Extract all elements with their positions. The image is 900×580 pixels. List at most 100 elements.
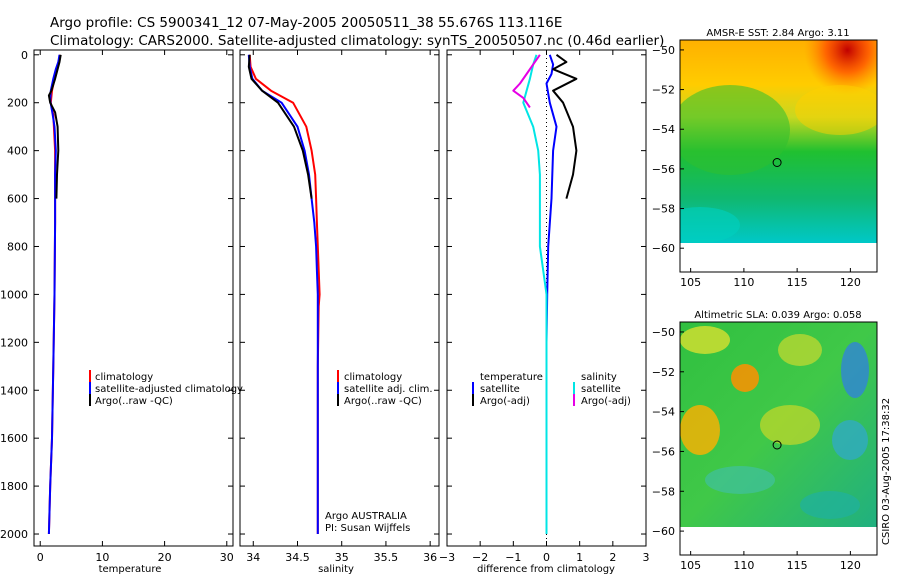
legend-label-sal-satellite: satellite [581,384,621,395]
map-y-tick-label: −60 [652,242,675,255]
generation-timestamp: CSIRO 03-Aug-2005 17:38:32 [881,398,892,545]
x-tick-label: 1 [576,551,583,564]
series-line-temperature-satellite [545,54,558,534]
x-tick-label: 3 [643,551,650,564]
salinity-panel: 34 34.5 35 35.5 36 salinity climatology sate… [239,49,440,575]
sla-patch [760,405,820,445]
x-tick-label: −3 [439,551,455,564]
difference-x-axis: −3 −2 −1 0 1 2 3 [439,50,650,564]
legend-label-argo: Argo(..raw -QC) [344,396,422,407]
sla-patch [731,364,759,392]
x-tick-label: 10 [95,551,109,564]
sla-map-axes: 105 110 115 120 −50 −52 −54 −56 −58 −60 [652,326,861,572]
sst-map-axes: 105 110 115 120 −50 −52 −54 −56 −58 −60 [652,44,861,289]
temperature-x-label: temperature [99,564,162,575]
series-line-climatology [248,54,321,534]
series-line-salinity-argo-adj [512,54,541,109]
difference-y-ticks [447,54,646,535]
sst-heatmap [680,40,877,243]
legend-label-argo: Argo(..raw -QC) [95,396,173,407]
difference-x-label: difference from climatology [477,564,615,575]
legend-label-climatology: climatology [344,372,402,383]
pi-annotation: PI: Susan Wijffels [325,523,410,534]
map-x-tick-label: 110 [733,559,754,572]
sla-patch [800,491,860,519]
sst-map-panel: AMSR-E SST: 2.84 Argo: 3.11 105 110 115 120… [652,28,878,289]
map-y-tick-label: −52 [652,84,675,97]
y-tick-label: 400 [7,145,28,158]
figure-title-line-2: Climatology: CARS2000. Satellite-adjuste… [50,33,664,49]
sst-cold-patch [680,207,740,243]
x-tick-label: 0 [37,551,44,564]
sla-map-frame [679,321,878,556]
map-x-tick-label: 110 [733,276,754,289]
sst-warm-patch [795,85,877,135]
x-tick-label: 34 [246,551,260,564]
argo-position-marker [772,158,782,167]
sla-patch [778,334,822,366]
temperature-lines [47,54,62,535]
legend-header-temperature: temperature [480,372,543,383]
map-y-tick-label: −54 [652,123,675,136]
series-line-argo-raw-qc [247,54,313,199]
temperature-axes-box [33,49,234,547]
y-tick-label: 1800 [0,480,28,493]
map-x-tick-label: 105 [680,559,701,572]
series-line-salinity-satellite [522,54,548,534]
map-x-tick-label: 120 [840,276,861,289]
x-tick-label: 0 [543,551,550,564]
salinity-x-axis: 34 34.5 35 35.5 36 [246,50,437,564]
x-tick-label: −2 [472,551,488,564]
salinity-legend: climatology satellite adj. clim. Argo(..… [337,370,433,407]
temperature-panel: 0 200 400 600 800 1000 1200 1400 1600 1800 2000 0 1… [0,49,243,575]
sla-heatmap [680,322,877,527]
legend-label-satellite-adj: satellite adj. clim. [344,384,433,395]
difference-panel: −3 −2 −1 0 1 2 3 difference from climatology t… [439,49,650,575]
sla-map-title: Altimetric SLA: 0.039 Argo: 0.058 [694,310,861,321]
series-line-temperature-argo-adj [552,53,578,199]
map-x-tick-label: 120 [840,559,861,572]
salinity-y-ticks [240,54,439,535]
x-tick-label: 20 [158,551,172,564]
map-y-tick-label: −56 [652,163,675,176]
map-y-tick-label: −58 [652,203,675,216]
y-tick-label: 1000 [0,288,28,301]
x-tick-label: 34.5 [285,551,310,564]
series-line-argo-raw-qc [47,54,62,199]
legend-label-temp-argo: Argo(-adj) [480,396,530,407]
x-tick-label: 30 [220,551,234,564]
y-tick-label: 2000 [0,528,28,541]
y-tick-label: 1200 [0,336,28,349]
temperature-x-axis: 0 10 20 30 [37,50,234,564]
sla-patch [705,466,775,494]
map-y-tick-label: −60 [652,525,675,538]
legend-header-salinity: salinity [581,372,617,383]
y-tick-label: 200 [7,97,28,110]
y-tick-label: 1600 [0,432,28,445]
difference-lines [512,53,578,534]
y-tick-label: 1400 [0,384,28,397]
map-y-tick-label: −50 [652,326,675,339]
map-y-tick-label: −50 [652,44,675,57]
temperature-legend: climatology satellite-adjusted climatolo… [89,370,243,407]
sst-map-title: AMSR-E SST: 2.84 Argo: 3.11 [706,28,849,39]
x-tick-label: 2 [609,551,616,564]
series-line-satellite-adjusted-climatology [47,54,61,535]
salinity-x-label: salinity [318,564,354,575]
y-tick-label: 0 [21,49,28,62]
map-x-tick-label: 115 [787,559,808,572]
map-x-tick-label: 105 [680,276,701,289]
x-tick-label: −1 [505,551,521,564]
legend-label-temp-satellite: satellite [480,384,520,395]
float-owner-annotation: Argo AUSTRALIA [325,511,407,522]
salinity-axes-box [239,49,440,547]
sst-map-frame [679,39,878,273]
sla-patch [680,405,720,455]
map-y-tick-label: −58 [652,485,675,498]
sst-cool-patch [680,85,790,175]
map-y-tick-label: −54 [652,406,675,419]
map-y-tick-label: −52 [652,366,675,379]
series-line-satellite-adj-clim [247,54,319,534]
x-tick-label: 35.5 [374,551,399,564]
